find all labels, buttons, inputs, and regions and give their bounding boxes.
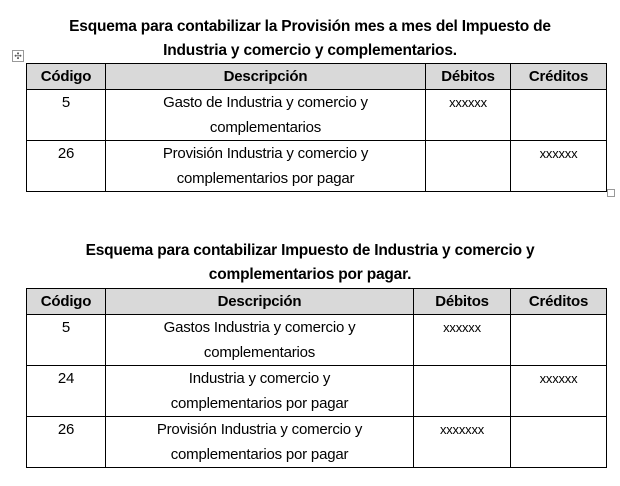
table-row: 24 Industria y comercio y complementarios…: [26, 365, 607, 417]
desc-line: Gastos Industria y comercio y: [163, 319, 356, 336]
desc-line: Industria y comercio y: [188, 370, 331, 387]
debit-cell: xxxxxx: [425, 89, 511, 141]
title-line: Esquema para contabilizar Impuesto de In…: [85, 242, 535, 259]
credit-cell: [510, 89, 607, 141]
title-line: complementarios por pagar.: [208, 266, 412, 283]
table2-title: Esquema para contabilizar Impuesto de In…: [0, 239, 620, 287]
debit-cell: [425, 140, 511, 192]
desc-line: complementarios: [209, 119, 322, 136]
header-row: Código Descripción Débitos Créditos: [26, 288, 607, 315]
table1: Código Descripción Débitos Créditos 5 Ga…: [26, 63, 607, 192]
code-cell: 5: [26, 89, 106, 141]
table1-title: Esquema para contabilizar la Provisión m…: [0, 15, 620, 63]
description-cell: Gastos Industria y comercio y complementa…: [105, 314, 414, 366]
table-row: 26 Provisión Industria y comercio y compl…: [26, 140, 607, 192]
code-cell: 26: [26, 416, 106, 468]
header-code: Código: [26, 288, 106, 315]
header-code: Código: [26, 63, 106, 90]
title-line: Industria y comercio y complementarios.: [163, 42, 457, 59]
desc-line: Provisión Industria y comercio y: [156, 421, 363, 438]
description-cell: Gasto de Industria y comercio y complemen…: [105, 89, 426, 141]
desc-line: complementarios por pagar: [170, 395, 349, 412]
desc-line: complementarios: [203, 344, 316, 361]
table2: Código Descripción Débitos Créditos 5 Ga…: [26, 288, 607, 468]
credit-cell: xxxxxx: [510, 140, 607, 192]
desc-line: complementarios por pagar: [176, 170, 355, 187]
description-cell: Industria y comercio y complementarios po…: [105, 365, 414, 417]
header-debits: Débitos: [425, 63, 511, 90]
table-row: 26 Provisión Industria y comercio y compl…: [26, 416, 607, 468]
code-cell: 26: [26, 140, 106, 192]
debit-cell: xxxxxx: [413, 314, 511, 366]
debit-cell: xxxxxxx: [413, 416, 511, 468]
title-line: Esquema para contabilizar la Provisión m…: [69, 18, 551, 35]
header-credits: Créditos: [510, 288, 607, 315]
description-cell: Provisión Industria y comercio y compleme…: [105, 416, 414, 468]
header-credits: Créditos: [510, 63, 607, 90]
desc-line: Gasto de Industria y comercio y: [163, 94, 368, 111]
credit-cell: [510, 416, 607, 468]
header-description: Descripción: [105, 288, 414, 315]
table-resize-handle-icon[interactable]: [607, 189, 615, 197]
header-row: Código Descripción Débitos Créditos: [26, 63, 607, 90]
code-cell: 5: [26, 314, 106, 366]
credit-cell: xxxxxx: [510, 365, 607, 417]
credit-cell: [510, 314, 607, 366]
description-cell: Provisión Industria y comercio y compleme…: [105, 140, 426, 192]
header-debits: Débitos: [413, 288, 511, 315]
header-description: Descripción: [105, 63, 426, 90]
table-move-handle-icon[interactable]: ✣: [12, 50, 24, 62]
table-row: 5 Gastos Industria y comercio y complemen…: [26, 314, 607, 366]
code-cell: 24: [26, 365, 106, 417]
debit-cell: [413, 365, 511, 417]
desc-line: complementarios por pagar: [170, 446, 349, 463]
desc-line: Provisión Industria y comercio y: [162, 145, 369, 162]
table-row: 5 Gasto de Industria y comercio y complem…: [26, 89, 607, 141]
